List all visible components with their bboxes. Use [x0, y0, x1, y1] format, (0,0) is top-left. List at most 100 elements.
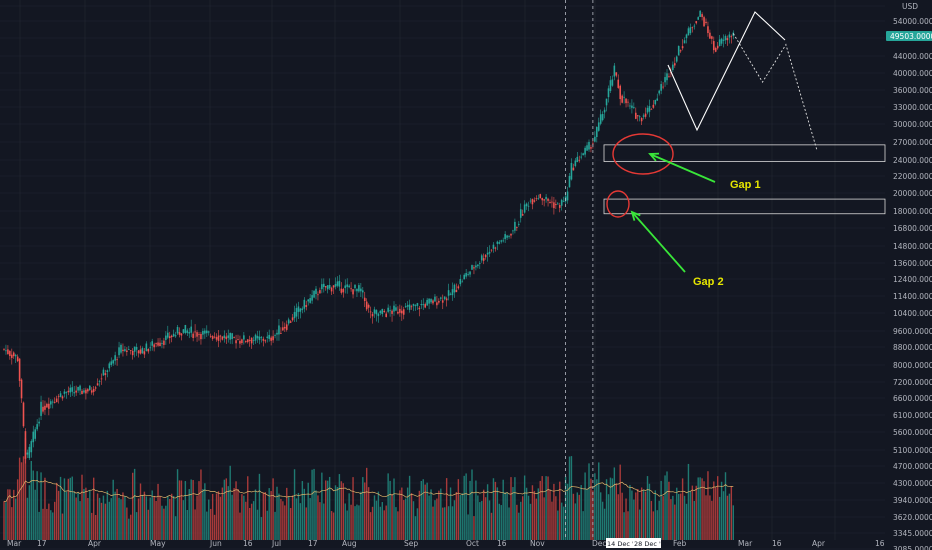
candle[interactable] [664, 72, 666, 87]
candle[interactable] [652, 100, 655, 109]
candle[interactable] [42, 400, 44, 414]
candle[interactable] [194, 324, 196, 338]
candle[interactable] [28, 443, 31, 460]
candle[interactable] [243, 332, 245, 345]
candle[interactable] [521, 209, 524, 216]
candle[interactable] [313, 290, 315, 299]
candle[interactable] [317, 291, 319, 301]
candle[interactable] [605, 98, 608, 112]
candle[interactable] [141, 346, 144, 354]
candle[interactable] [100, 373, 103, 385]
candle[interactable] [367, 303, 370, 313]
candle[interactable] [102, 367, 105, 376]
candle[interactable] [502, 237, 504, 243]
candle[interactable] [215, 333, 218, 342]
candle[interactable] [30, 439, 33, 458]
candle[interactable] [395, 304, 397, 312]
candle[interactable] [266, 331, 269, 343]
candle[interactable] [340, 282, 343, 295]
candle[interactable] [315, 286, 317, 300]
candle[interactable] [459, 274, 462, 287]
candle[interactable] [344, 279, 347, 294]
candle[interactable] [635, 107, 637, 120]
candle[interactable] [3, 348, 5, 351]
candle[interactable] [471, 264, 473, 270]
candle[interactable] [235, 334, 237, 349]
candle[interactable] [358, 283, 360, 293]
candle[interactable] [535, 195, 538, 201]
candle[interactable] [75, 385, 77, 396]
candle[interactable] [679, 49, 682, 53]
candle[interactable] [241, 338, 243, 346]
candle[interactable] [391, 309, 393, 322]
candle[interactable] [640, 117, 643, 126]
candle[interactable] [722, 34, 725, 48]
candle[interactable] [124, 346, 126, 353]
candle[interactable] [658, 89, 660, 96]
candle[interactable] [636, 115, 639, 122]
candle[interactable] [642, 113, 645, 120]
candle[interactable] [457, 284, 460, 290]
candle[interactable] [67, 386, 70, 396]
candle[interactable] [516, 226, 518, 232]
candle[interactable] [375, 309, 378, 322]
candle[interactable] [328, 278, 331, 291]
candle[interactable] [213, 332, 216, 339]
candle[interactable] [291, 313, 294, 322]
candle[interactable] [157, 338, 159, 347]
candle[interactable] [284, 322, 286, 333]
candle[interactable] [539, 193, 542, 199]
candle[interactable] [14, 353, 17, 363]
candle[interactable] [633, 102, 635, 110]
candle[interactable] [221, 336, 224, 341]
candle[interactable] [305, 300, 308, 311]
candle[interactable] [44, 400, 46, 415]
candle[interactable] [120, 343, 122, 355]
candle[interactable] [362, 286, 364, 299]
candle[interactable] [346, 278, 348, 294]
candle[interactable] [165, 331, 167, 345]
candle[interactable] [289, 320, 292, 324]
gap-zones[interactable] [603, 133, 886, 218]
candle[interactable] [342, 287, 345, 298]
gap1-circle[interactable] [612, 133, 674, 175]
candle[interactable] [79, 384, 81, 395]
candle[interactable] [348, 284, 350, 289]
candle[interactable] [699, 10, 701, 18]
candle[interactable] [149, 342, 152, 352]
candle[interactable] [163, 337, 165, 349]
candle[interactable] [307, 298, 309, 306]
candle[interactable] [112, 359, 114, 366]
candle[interactable] [480, 253, 483, 263]
candle[interactable] [57, 394, 60, 404]
candle[interactable] [418, 306, 421, 317]
candle[interactable] [445, 296, 448, 307]
candle[interactable] [560, 198, 563, 211]
candle[interactable] [94, 385, 97, 392]
candle[interactable] [176, 325, 179, 335]
candle[interactable] [174, 331, 177, 338]
candle[interactable] [227, 329, 230, 343]
candle[interactable] [422, 298, 425, 310]
candle[interactable] [55, 395, 58, 403]
candle[interactable] [51, 399, 54, 409]
candle[interactable] [399, 304, 401, 317]
projection-path[interactable] [732, 33, 818, 151]
candle[interactable] [383, 309, 386, 313]
candle[interactable] [566, 186, 569, 204]
candle[interactable] [475, 261, 477, 271]
candle[interactable] [518, 221, 520, 227]
candle[interactable] [324, 285, 327, 291]
candle[interactable] [248, 335, 251, 347]
candle[interactable] [192, 331, 194, 342]
candle[interactable] [705, 18, 707, 25]
candle[interactable] [428, 298, 430, 310]
candle[interactable] [711, 35, 713, 45]
candle[interactable] [363, 291, 366, 308]
time-axis[interactable]: Mar 17 Apr May Jun 16 Jul 17 Aug Sep Oct 16 Nov Dec Fe… [7, 538, 885, 548]
candle[interactable] [365, 298, 368, 312]
candle[interactable] [586, 142, 588, 151]
candle[interactable] [385, 311, 387, 318]
candle[interactable] [65, 391, 68, 399]
